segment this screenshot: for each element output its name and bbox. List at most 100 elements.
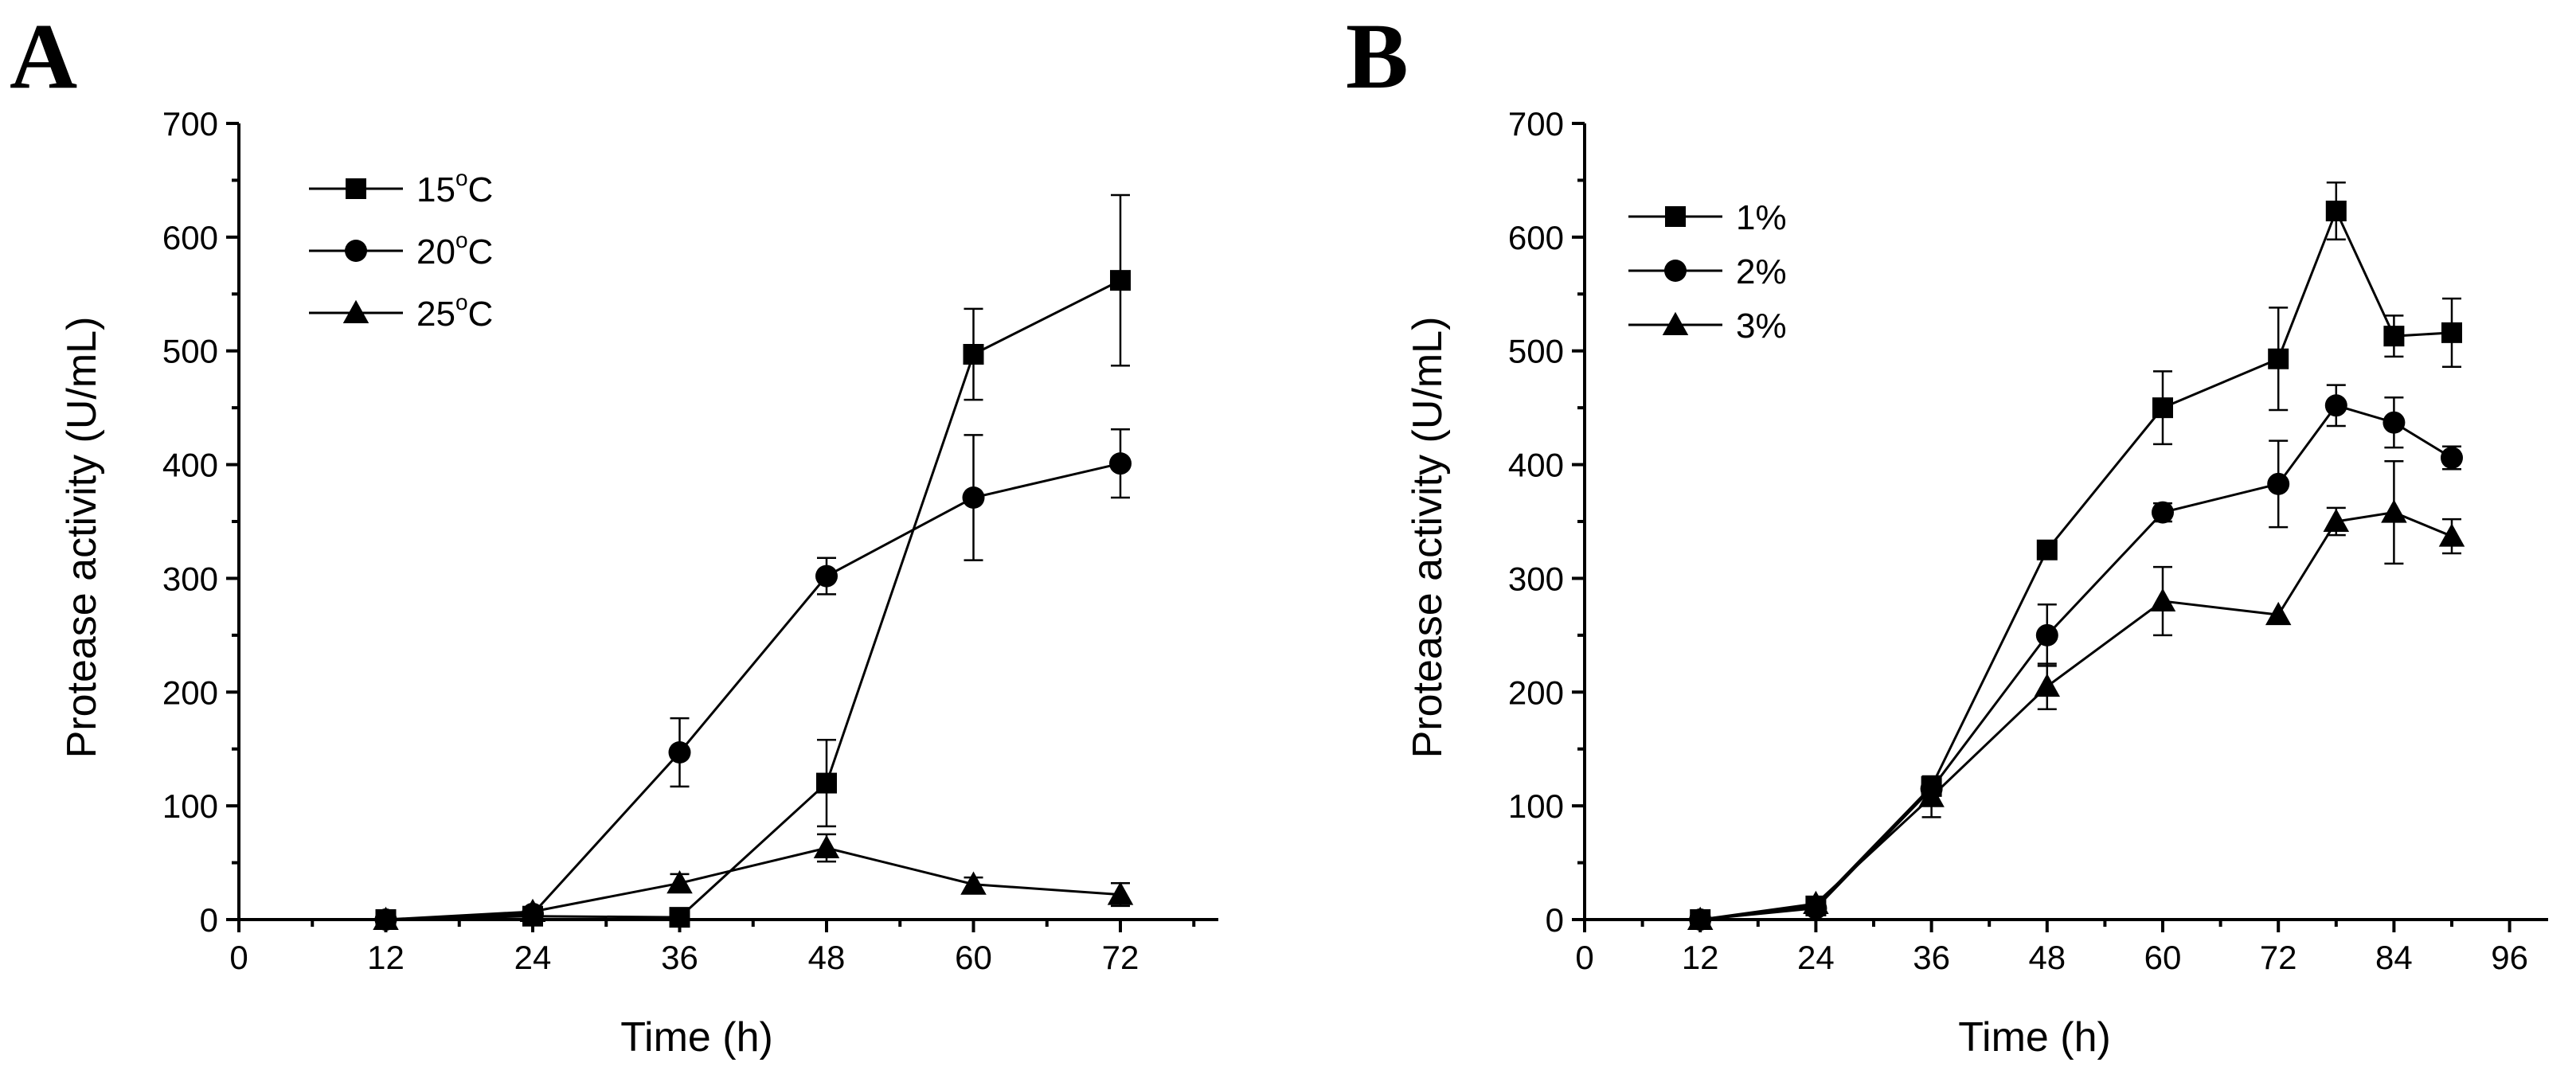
marker-triangle-2-5 [1107,881,1134,905]
legend-label: 1% [1736,198,1787,237]
marker-square-0-5 [1110,270,1131,291]
marker-triangle-2-5 [2265,601,2292,626]
marker-square-0-5 [2268,348,2289,369]
x-tick-label-24: 24 [1797,939,1835,976]
x-tick-label-36: 36 [661,939,698,976]
legend-entry-1: 2% [1628,252,1787,291]
marker-triangle-2-4 [2149,588,2176,611]
x-axis-title: Time (h) [620,1014,773,1061]
legend-degree: o [455,290,468,314]
marker-triangle-2-2 [666,870,693,894]
marker-triangle-2-8 [2438,523,2465,547]
legend-unit: C [468,232,494,271]
series-line-2 [385,846,1121,921]
series-1 [374,428,1132,931]
marker-square-legend-0 [1665,206,1686,227]
y-tick-label-700: 700 [162,105,218,143]
y-tick-label-100: 100 [1508,787,1564,825]
y-tick-label-0: 0 [200,901,218,939]
marker-circle-1-3 [815,564,838,588]
y-tick-label-700: 700 [1508,105,1564,143]
x-tick-label-60: 60 [955,939,992,976]
series-line-2 [1699,511,2453,921]
marker-circle-1-4 [2152,501,2174,524]
legend-degree: o [455,228,468,252]
marker-triangle-legend-2 [1662,311,1689,335]
marker-circle-1-3 [2035,623,2058,646]
x-tick-label-48: 48 [808,939,846,976]
legend-entry-2: 25oC [309,290,493,334]
legend-unit: C [468,295,494,334]
marker-triangle-2-0 [1687,906,1714,930]
legend-entry-0: 1% [1628,198,1787,237]
x-tick-label-24: 24 [514,939,552,976]
x-tick-label-36: 36 [1913,939,1950,976]
marker-circle-1-2 [668,741,691,764]
panel-b: B 0 100 200 300 400 500 600 700 0 12 24 36 48 60 72 84 96… [1346,4,2548,1061]
y-tick-label-500: 500 [1508,333,1564,370]
legend-label: 15oC [416,166,493,209]
x-tick-label-12: 12 [367,939,405,976]
marker-triangle-2-0 [373,906,399,930]
y-axis-title: Protease activity (U/mL) [1405,317,1451,759]
y-tick-label-400: 400 [162,447,218,484]
y-tick-label-300: 300 [1508,560,1564,597]
marker-square-0-8 [2441,322,2462,343]
legend-degree: o [455,166,468,190]
series-0 [375,193,1131,930]
legend-entry-1: 20oC [309,228,493,271]
x-tick-label-72: 72 [2260,939,2297,976]
x-tick-label-72: 72 [1102,939,1139,976]
marker-square-0-4 [2152,397,2173,419]
panel-letter: B [1346,4,1409,108]
marker-triangle-2-1 [519,898,546,922]
y-tick-label-400: 400 [1508,447,1564,484]
marker-square-0-3 [816,772,837,794]
legend-label: 3% [1736,307,1787,346]
marker-triangle-2-3 [2034,673,2061,697]
series-2 [373,833,1134,930]
x-tick-label-84: 84 [2375,939,2413,976]
marker-square-legend-0 [346,178,366,199]
y-tick-label-200: 200 [162,674,218,711]
series-line-1 [1700,404,2453,921]
marker-triangle-2-3 [813,834,840,858]
y-tick-label-600: 600 [162,219,218,256]
series-2 [1687,460,2465,930]
legend-label: 20oC [416,228,493,271]
x-tick-label-60: 60 [2144,939,2182,976]
y-tick-label-300: 300 [162,560,218,597]
marker-triangle-2-2 [1918,783,1945,807]
legend-entry-2: 3% [1628,307,1787,346]
marker-circle-1-8 [2441,447,2463,469]
y-tick-label-600: 600 [1508,219,1564,256]
marker-circle-1-7 [2383,411,2406,434]
series-line-1 [385,462,1121,921]
y-axis-title: Protease activity (U/mL) [59,317,105,759]
x-tick-label-48: 48 [2028,939,2066,976]
marker-circle-1-4 [962,486,985,509]
marker-square-0-2 [669,907,690,928]
marker-triangle-2-1 [1803,890,1829,914]
legend-label: 25oC [416,290,493,334]
legend-label: 2% [1736,252,1787,291]
x-tick-label-12: 12 [1682,939,1719,976]
x-tick-label-96: 96 [2491,939,2528,976]
marker-square-0-7 [2383,326,2405,347]
legend-entry-0: 15oC [309,166,493,209]
series-0 [1690,182,2462,930]
x-tick-label-0: 0 [229,939,248,976]
panel-a: A 0 100 200 300 400 500 600 700 0 12 24 36 48 60 72 Time… [10,4,1218,1061]
marker-circle-1-5 [1109,452,1132,475]
series-line-0 [1700,208,2453,921]
marker-triangle-2-6 [2323,508,2350,532]
y-tick-label-200: 200 [1508,674,1564,711]
series-line-0 [385,279,1121,921]
y-tick-label-500: 500 [162,333,218,370]
x-axis-title: Time (h) [1958,1014,2111,1061]
marker-circle-legend-1 [1664,260,1687,282]
marker-square-0-3 [2036,539,2058,561]
marker-circle-legend-1 [345,240,367,262]
x-tick-label-0: 0 [1575,939,1593,976]
